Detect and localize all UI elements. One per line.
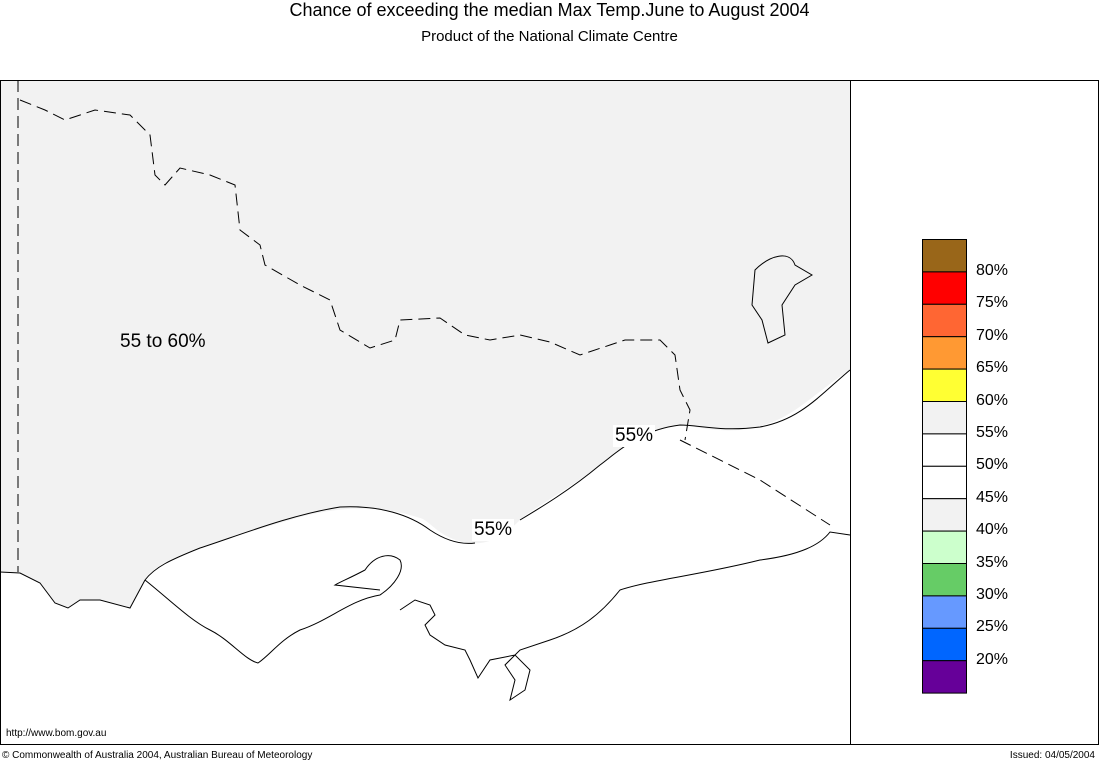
map-title: Chance of exceeding the median Max Temp.…: [289, 0, 810, 20]
legend-swatch: [922, 595, 967, 629]
coastline: [0, 531, 851, 702]
legend-label: 35%: [976, 553, 1009, 571]
legend-swatch: [922, 563, 967, 597]
legend-color-bar: [922, 239, 967, 694]
legend-swatch: [922, 401, 967, 435]
legend-label: 30%: [976, 585, 1009, 603]
legend-label: 60%: [976, 391, 1009, 409]
contour-label: 55%: [613, 425, 656, 447]
legend-swatch: [922, 303, 967, 338]
contour-55: [144, 369, 851, 581]
legend-label: 45%: [976, 488, 1009, 506]
legend-swatch: [922, 336, 967, 370]
island-lake: [751, 255, 813, 344]
legend-label: 40%: [976, 521, 1009, 539]
legend-swatch: [922, 660, 967, 694]
source-url: http://www.bom.gov.au: [6, 728, 107, 739]
issued-date: Issued: 04/05/2004: [1009, 750, 1095, 761]
shaded-region: [0, 80, 850, 608]
map-subtitle: Product of the National Climate Centre: [421, 28, 678, 45]
legend-label: 55%: [976, 423, 1009, 441]
legend-label: 75%: [976, 294, 1009, 312]
legend-label: 70%: [976, 326, 1009, 344]
legend-swatch: [922, 530, 967, 564]
legend-swatch: [922, 498, 967, 532]
legend-swatch: [922, 368, 967, 403]
legend-label: 80%: [976, 261, 1009, 279]
legend-swatch: [922, 433, 967, 467]
copyright: © Commonwealth of Australia 2004, Austra…: [2, 750, 313, 761]
legend-swatch: [922, 627, 967, 662]
region-label: 55 to 60%: [120, 331, 206, 352]
legend-swatch: [922, 239, 967, 273]
legend-label: 50%: [976, 456, 1009, 474]
state-border: [17, 80, 831, 572]
legend-swatch: [922, 271, 967, 305]
legend-label: 25%: [976, 618, 1009, 636]
contour-label: 55%: [472, 519, 515, 541]
legend-label: 20%: [976, 650, 1009, 668]
legend-swatch: [922, 465, 967, 500]
legend-label: 65%: [976, 359, 1009, 377]
